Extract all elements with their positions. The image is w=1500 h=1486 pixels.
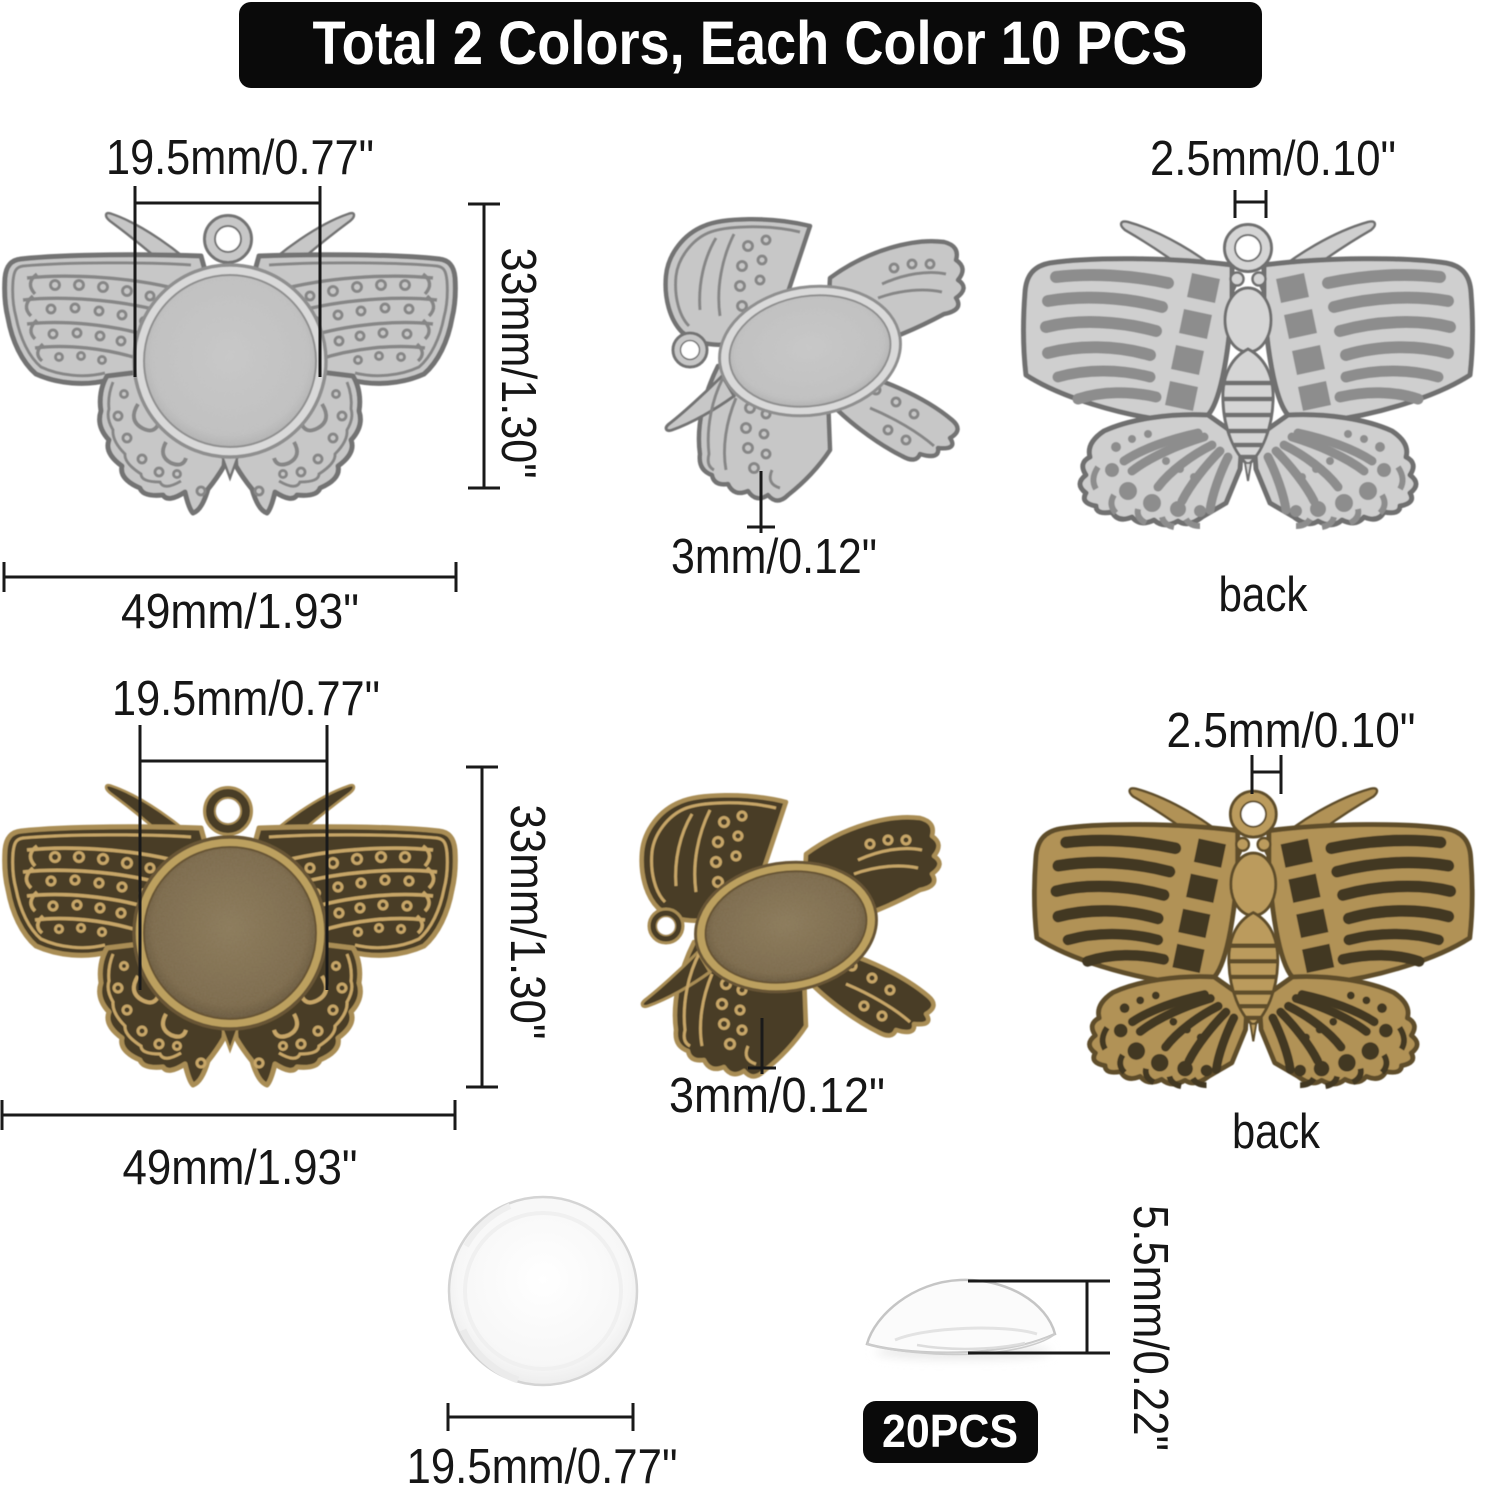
svg-text:back: back: [1219, 568, 1308, 622]
svg-text:Total 2 Colors, Each Color 10: Total 2 Colors, Each Color 10 PCS: [313, 9, 1188, 77]
svg-text:19.5mm/0.77": 19.5mm/0.77": [112, 672, 380, 726]
svg-text:20PCS: 20PCS: [882, 1405, 1018, 1457]
svg-text:3mm/0.12": 3mm/0.12": [671, 530, 877, 584]
svg-text:33mm/1.30": 33mm/1.30": [491, 248, 545, 479]
svg-text:49mm/1.93": 49mm/1.93": [121, 585, 359, 639]
svg-text:5.5mm/0.22": 5.5mm/0.22": [1123, 1205, 1177, 1451]
svg-text:2.5mm/0.10": 2.5mm/0.10": [1150, 132, 1396, 186]
svg-text:49mm/1.93": 49mm/1.93": [123, 1141, 358, 1195]
svg-text:back: back: [1232, 1105, 1320, 1159]
svg-text:33mm/1.30": 33mm/1.30": [500, 805, 554, 1040]
svg-text:19.5mm/0.77": 19.5mm/0.77": [106, 131, 374, 185]
svg-text:19.5mm/0.77": 19.5mm/0.77": [407, 1440, 678, 1486]
svg-text:2.5mm/0.10": 2.5mm/0.10": [1167, 704, 1416, 758]
svg-text:3mm/0.12": 3mm/0.12": [669, 1069, 885, 1123]
